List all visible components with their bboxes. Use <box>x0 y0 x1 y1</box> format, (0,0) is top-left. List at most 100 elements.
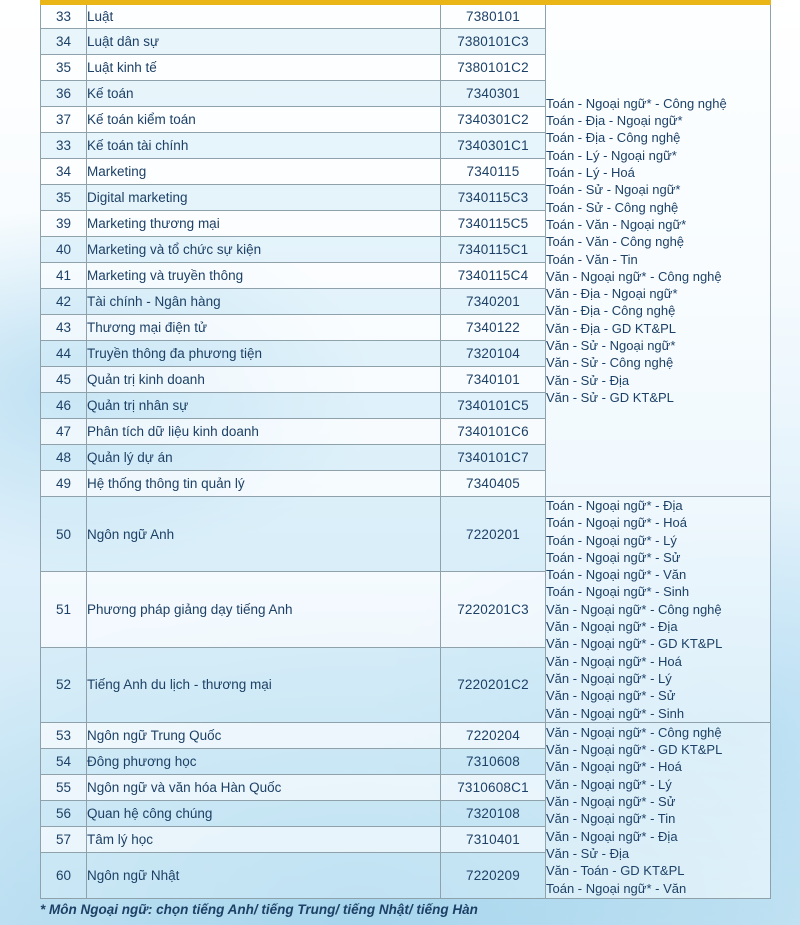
table-row: 55 Ngôn ngữ và văn hóa Hàn Quốc 7310608C1 <box>40 773 771 801</box>
combo-line: Văn - Ngoại ngữ* - Lý <box>546 670 672 686</box>
combo-line: Toán - Lý - Hoá <box>546 165 635 181</box>
combo-line: Toán - Ngoại ngữ* - Địa <box>546 498 683 513</box>
major-code-cell: 7320104 <box>440 340 546 367</box>
major-name-cell: Tâm lý học <box>86 825 441 853</box>
major-code-cell: 7220204 <box>440 721 546 749</box>
table-row: 41 Marketing và truyền thông 7340115C4 <box>40 262 771 289</box>
major-name-cell: Marketing và truyền thông <box>86 262 441 289</box>
table-row: 39 Marketing thương mại 7340115C5 <box>40 210 771 237</box>
majors-tbody: 33 Luật 7380101 Toán - Ngoại ngữ* - Công ng… <box>40 2 771 899</box>
combo-line: Văn - Toán - GD KT&PL <box>546 863 685 879</box>
combo-line: Toán - Văn - Công nghệ <box>546 234 685 250</box>
combo-line: Văn - Ngoại ngữ* - Sử <box>546 688 676 704</box>
major-name-cell: Kế toán tài chính <box>86 132 441 159</box>
subject-combinations-cell: Toán - Ngoại ngữ* - Công nghệ Toán - Địa … <box>545 2 771 497</box>
major-name-cell: Đông phương học <box>86 747 441 775</box>
major-name-cell: Kế toán kiểm toán <box>86 106 441 133</box>
combo-line: Toán - Sử - Ngoại ngữ* <box>546 182 681 198</box>
table-row: 47 Phân tích dữ liệu kinh doanh 7340101C6 <box>40 418 771 445</box>
combo-line: Toán - Ngoại ngữ* - Sinh <box>546 584 690 600</box>
combo-line: Toán - Địa - Công nghệ <box>546 130 681 146</box>
table-row: 33 Kế toán tài chính 7340301C1 <box>40 132 771 159</box>
table-row: 52 Tiếng Anh du lịch - thương mại 7220201C… <box>40 646 771 723</box>
table-row: 33 Luật 7380101 Toán - Ngoại ngữ* - Công ng… <box>40 2 771 497</box>
combo-line: Văn - Ngoại ngữ* - Sử <box>546 794 676 810</box>
major-code-cell: 7310608C1 <box>440 773 546 801</box>
combo-line: Văn - Sử - GD KT&PL <box>546 389 674 405</box>
major-name-cell: Luật <box>86 2 441 29</box>
table-row: 57 Tâm lý học 7310401 <box>40 825 771 853</box>
major-code-cell: 7320108 <box>440 799 546 827</box>
table-row: 44 Truyền thông đa phương tiện 7320104 <box>40 340 771 367</box>
major-name-cell: Ngôn ngữ và văn hóa Hàn Quốc <box>86 773 441 801</box>
major-code-cell: 7340301 <box>440 80 546 107</box>
table-row: 37 Kế toán kiểm toán 7340301C2 <box>40 106 771 133</box>
row-number-cell: 36 <box>40 80 87 107</box>
row-number-cell: 52 <box>40 646 87 723</box>
major-code-cell: 7340101C5 <box>440 392 546 419</box>
row-number-cell: 50 <box>40 495 87 573</box>
table-row: 35 Digital marketing 7340115C3 <box>40 184 771 211</box>
footnote: * Môn Ngoại ngữ: chọn tiếng Anh/ tiếng T… <box>40 902 478 917</box>
major-code-cell: 7220201 <box>440 495 546 573</box>
row-number-cell: 45 <box>40 366 87 393</box>
row-number-cell: 33 <box>40 132 87 159</box>
major-code-cell: 7340101C6 <box>440 418 546 445</box>
combo-line: Văn - Ngoại ngữ* - Công nghệ <box>546 724 722 740</box>
major-name-cell: Hệ thống thông tin quản lý <box>86 470 441 497</box>
combo-line: Văn - Ngoại ngữ* - GD KT&PL <box>546 742 723 758</box>
row-number-cell: 42 <box>40 288 87 315</box>
combo-line: Toán - Văn - Tin <box>546 251 638 267</box>
row-number-cell: 49 <box>40 470 87 497</box>
combo-line: Văn - Địa - GD KT&PL <box>546 320 677 336</box>
major-name-cell: Phương pháp giảng dạy tiếng Anh <box>86 571 441 648</box>
major-name-cell: Luật dân sự <box>86 28 441 55</box>
major-name-cell: Truyền thông đa phương tiện <box>86 340 441 367</box>
major-name-cell: Phân tích dữ liệu kinh doanh <box>86 418 441 445</box>
major-code-cell: 7220201C3 <box>440 571 546 648</box>
major-name-cell: Ngôn ngữ Anh <box>86 495 441 573</box>
major-name-cell: Luật kinh tế <box>86 54 441 81</box>
combo-line: Toán - Địa - Ngoại ngữ* <box>546 113 683 129</box>
major-name-cell: Tiếng Anh du lịch - thương mại <box>86 646 441 723</box>
major-code-cell: 7340201 <box>440 288 546 315</box>
major-code-cell: 7340115C3 <box>440 184 546 211</box>
table-row: 36 Kế toán 7340301 <box>40 80 771 107</box>
combo-line: Toán - Lý - Ngoại ngữ* <box>546 147 677 163</box>
major-name-cell: Digital marketing <box>86 184 441 211</box>
row-number-cell: 41 <box>40 262 87 289</box>
row-number-cell: 46 <box>40 392 87 419</box>
table-row: 54 Đông phương học 7310608 <box>40 747 771 775</box>
row-number-cell: 56 <box>40 799 87 827</box>
row-number-cell: 44 <box>40 340 87 367</box>
combo-line: Văn - Địa - Công nghệ <box>546 303 676 319</box>
majors-table: 33 Luật 7380101 Toán - Ngoại ngữ* - Công ng… <box>40 0 771 899</box>
row-number-cell: 40 <box>40 236 87 263</box>
major-code-cell: 7340122 <box>440 314 546 341</box>
table-row: 34 Luật dân sự 7380101C3 <box>40 28 771 55</box>
table-row: 49 Hệ thống thông tin quản lý 7340405 <box>40 470 771 497</box>
combo-line: Văn - Ngoại ngữ* - Hoá <box>546 759 682 775</box>
major-code-cell: 7340115C1 <box>440 236 546 263</box>
major-name-cell: Thương mại điện tử <box>86 314 441 341</box>
combo-line: Toán - Ngoại ngữ* - Sử <box>546 549 681 565</box>
major-name-cell: Kế toán <box>86 80 441 107</box>
table-row: 56 Quan hệ công chúng 7320108 <box>40 799 771 827</box>
table-row: 51 Phương pháp giảng dạy tiếng Anh 7220201… <box>40 571 771 648</box>
combo-line: Toán - Ngoại ngữ* - Công nghệ <box>546 95 727 111</box>
major-code-cell: 7340301C1 <box>440 132 546 159</box>
combo-line: Văn - Địa - Ngoại ngữ* <box>546 286 678 302</box>
combo-line: Văn - Sử - Ngoại ngữ* <box>546 337 676 353</box>
major-name-cell: Quản lý dự án <box>86 444 441 471</box>
table-row: 40 Marketing và tổ chức sự kiện 7340115C1 <box>40 236 771 263</box>
major-name-cell: Marketing thương mại <box>86 210 441 237</box>
major-code-cell: 7310401 <box>440 825 546 853</box>
major-name-cell: Ngôn ngữ Nhật <box>86 851 441 899</box>
combo-line: Toán - Ngoại ngữ* - Hoá <box>546 515 687 531</box>
major-code-cell: 7220201C2 <box>440 646 546 723</box>
row-number-cell: 57 <box>40 825 87 853</box>
major-code-cell: 7340101 <box>440 366 546 393</box>
major-code-cell: 7220209 <box>440 851 546 899</box>
major-name-cell: Marketing và tổ chức sự kiện <box>86 236 441 263</box>
